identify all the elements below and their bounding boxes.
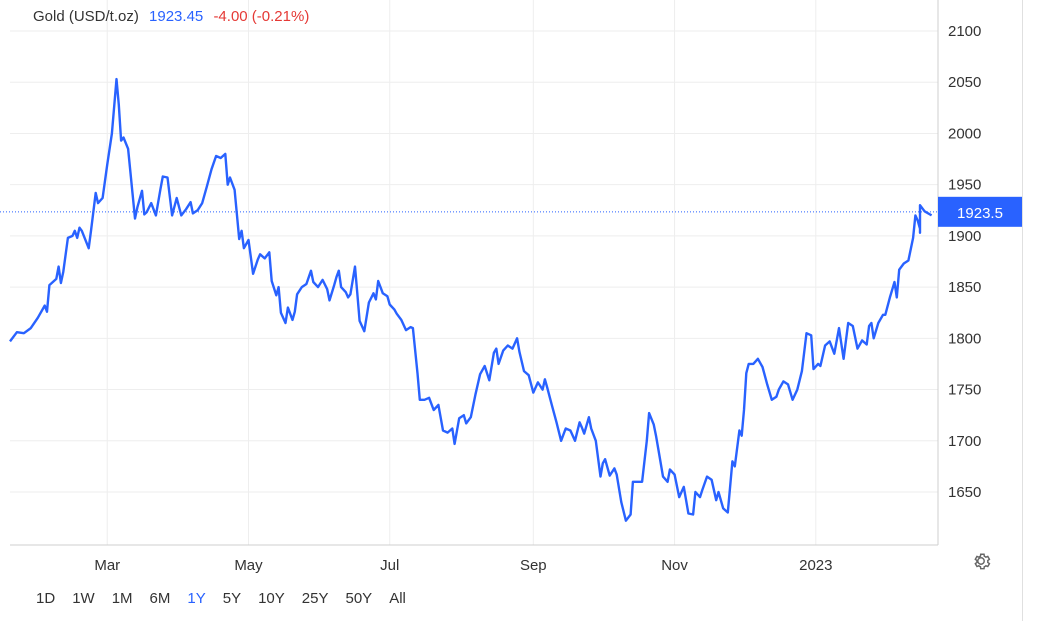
x-tick-label: Mar [94,557,120,574]
right-border [1022,0,1023,621]
y-tick-label: 1650 [948,484,981,501]
gear-icon[interactable] [970,550,992,572]
range-button-1w[interactable]: 1W [72,590,95,607]
x-tick-label: 2023 [799,557,832,574]
range-button-1d[interactable]: 1D [36,590,56,607]
range-button-1m[interactable]: 1M [111,590,133,607]
x-tick-label: Jul [380,557,399,574]
y-tick-label: 1950 [948,177,981,194]
y-tick-label: 2100 [948,23,981,40]
price-change: -4.00 (-0.21%) [213,8,310,25]
instrument-name: Gold (USD/t.oz) [33,8,139,25]
y-tick-label: 2000 [948,125,981,142]
range-button-1y[interactable]: 1Y [187,590,206,607]
range-selector: 1D 1W 1M 6M 1Y 5Y 10Y 25Y 50Y All [36,590,423,607]
y-tick-label: 1850 [948,279,981,296]
range-button-all[interactable]: All [389,590,406,607]
range-button-10y[interactable]: 10Y [258,590,285,607]
y-tick-label: 1900 [948,228,981,245]
y-tick-label: 2050 [948,74,981,91]
x-tick-label: Nov [661,557,688,574]
y-tick-label: 1800 [948,330,981,347]
range-button-6m[interactable]: 6M [149,590,171,607]
y-tick-label: 1700 [948,433,981,450]
range-button-50y[interactable]: 50Y [345,590,373,607]
price-series-line[interactable] [9,77,933,522]
last-price-label: 1923.5 [957,205,1003,222]
y-tick-label: 1750 [948,382,981,399]
x-tick-label: May [234,557,263,574]
x-tick-label: Sep [520,557,547,574]
current-price: 1923.45 [149,8,204,25]
range-button-25y[interactable]: 25Y [301,590,329,607]
range-button-5y[interactable]: 5Y [222,590,242,607]
chart-header: Gold (USD/t.oz) 1923.45 -4.00 (-0.21%) [33,8,315,25]
last-price-tag [938,196,1022,227]
